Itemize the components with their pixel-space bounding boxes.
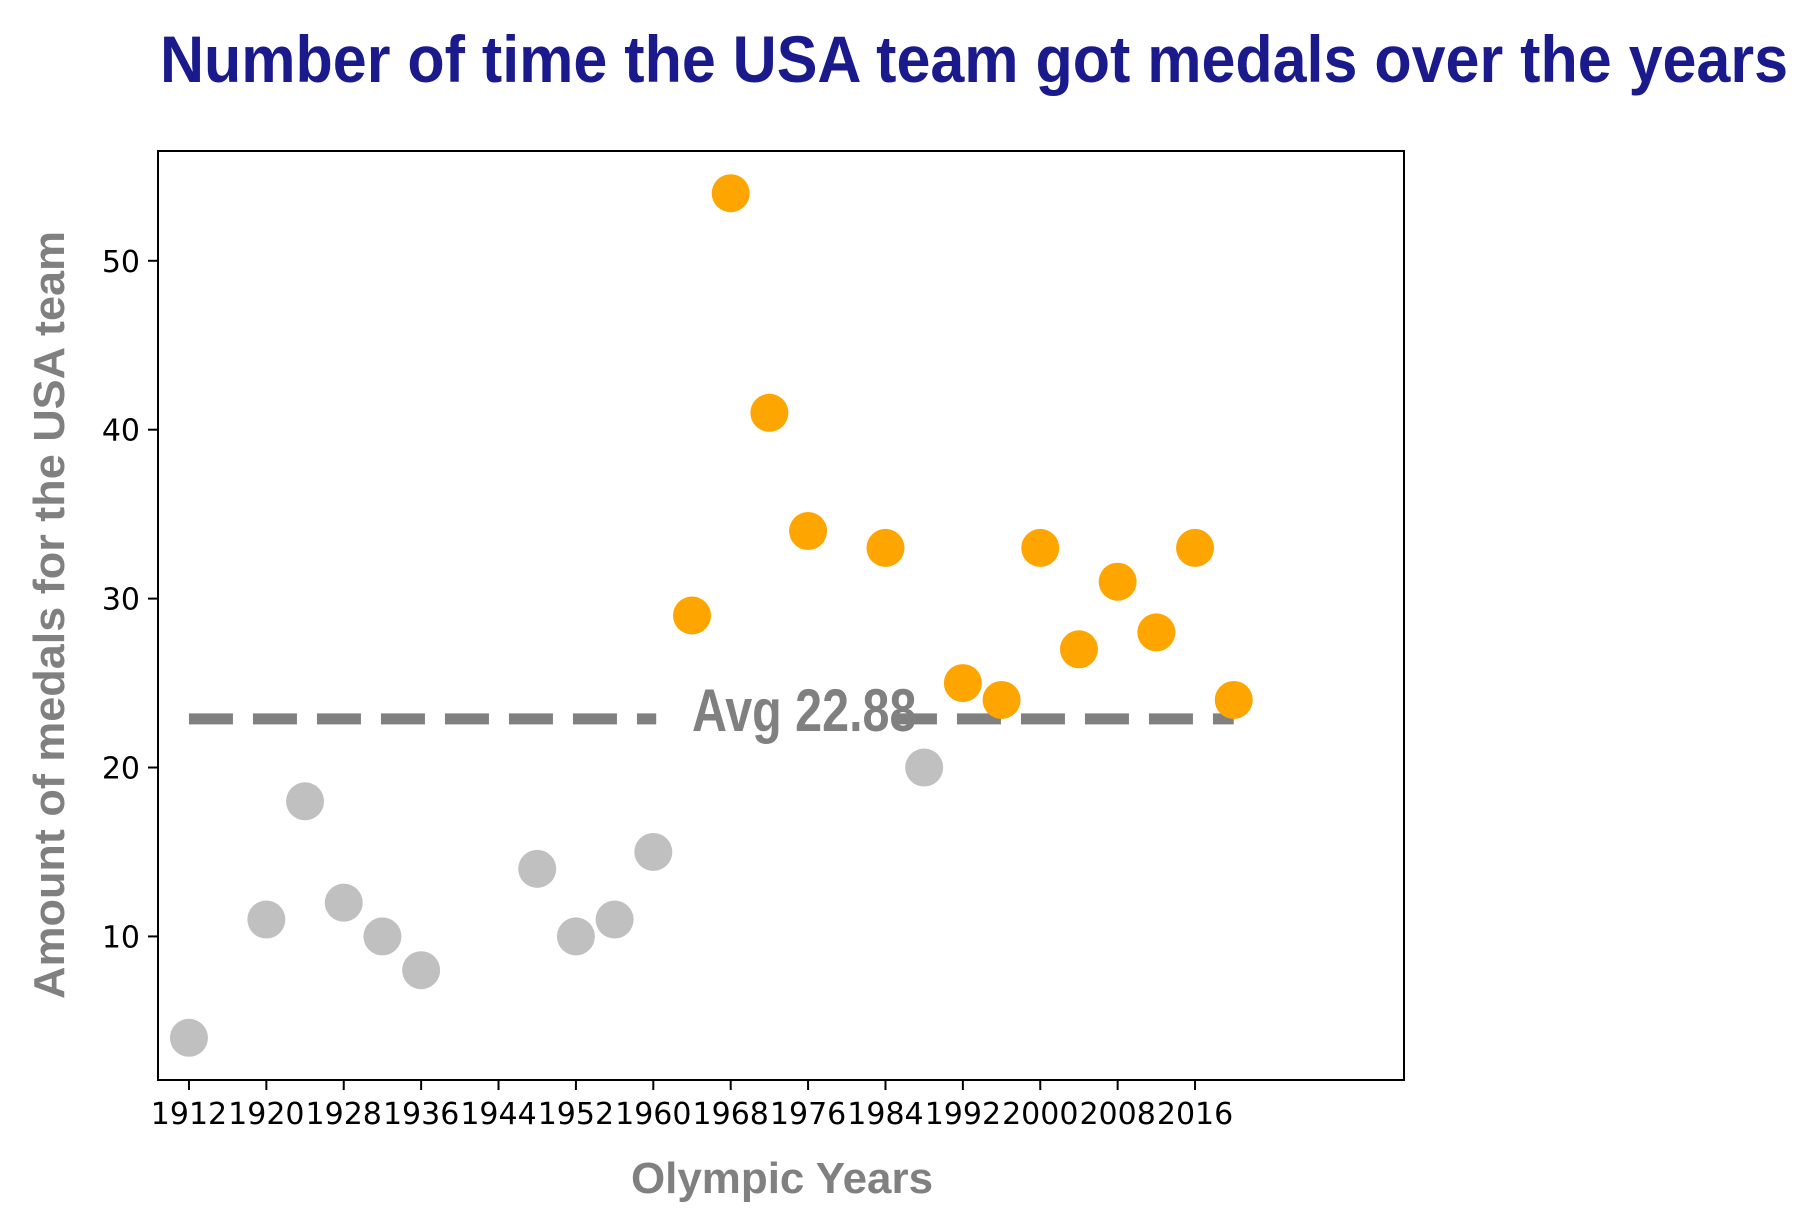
data-point xyxy=(1137,613,1176,652)
data-point xyxy=(711,174,750,213)
data-point xyxy=(943,664,982,703)
data-point xyxy=(1176,528,1215,567)
data-point xyxy=(518,849,557,888)
x-tick-label: 1952 xyxy=(538,1097,614,1132)
data-point xyxy=(247,900,286,939)
data-point xyxy=(363,917,402,956)
data-point xyxy=(634,832,673,871)
data-point xyxy=(673,596,711,635)
x-tick-label: 1920 xyxy=(228,1097,304,1132)
data-point xyxy=(402,951,441,990)
y-tick-label: 40 xyxy=(102,414,140,449)
data-point xyxy=(286,782,325,821)
x-axis-ticks: 1912 1920 1928 1936 1944 1952 1960 1968 1976 1984… xyxy=(151,1080,1233,1132)
data-point xyxy=(905,748,944,787)
x-tick-label: 2000 xyxy=(1002,1097,1078,1132)
data-point xyxy=(169,1018,208,1057)
data-point xyxy=(866,528,905,567)
y-tick-label: 20 xyxy=(102,752,140,787)
x-tick-label: 1968 xyxy=(693,1097,769,1132)
x-tick-label: 2008 xyxy=(1079,1097,1155,1132)
x-tick-label: 1936 xyxy=(383,1097,459,1132)
y-axis-ticks: 10 20 30 40 50 xyxy=(102,245,158,955)
average-label: Avg 22.88 xyxy=(692,677,916,744)
x-tick-label: 1944 xyxy=(460,1097,536,1132)
y-axis-label: Amount of medals for the USA team xyxy=(25,231,74,999)
x-tick-label: 1984 xyxy=(847,1097,923,1132)
x-tick-label: 1960 xyxy=(615,1097,691,1132)
x-tick-label: 1992 xyxy=(925,1097,1001,1132)
data-point xyxy=(750,393,789,432)
x-tick-label: 1912 xyxy=(151,1097,227,1132)
data-point xyxy=(982,680,1021,719)
data-point xyxy=(595,900,634,939)
plot-area xyxy=(157,150,1405,1081)
x-axis-label: Olympic Years xyxy=(631,1154,933,1203)
x-tick-label: 1976 xyxy=(770,1097,846,1132)
x-tick-label: 1928 xyxy=(306,1097,382,1132)
y-tick-label: 10 xyxy=(102,920,140,955)
data-points xyxy=(169,174,1253,1057)
chart-title: Number of time the USA team got medals o… xyxy=(160,22,1788,96)
data-point xyxy=(1021,528,1060,567)
y-tick-label: 30 xyxy=(102,583,140,618)
y-tick-label: 50 xyxy=(102,245,140,280)
data-point xyxy=(1098,562,1137,601)
data-point xyxy=(789,512,828,551)
average-label-background xyxy=(656,673,889,734)
x-tick-label: 2016 xyxy=(1157,1097,1233,1132)
data-point xyxy=(324,883,363,922)
average-group: Avg 22.88 xyxy=(188,673,1234,744)
data-point xyxy=(556,917,595,956)
data-point xyxy=(1059,630,1098,669)
data-point xyxy=(1214,680,1253,719)
